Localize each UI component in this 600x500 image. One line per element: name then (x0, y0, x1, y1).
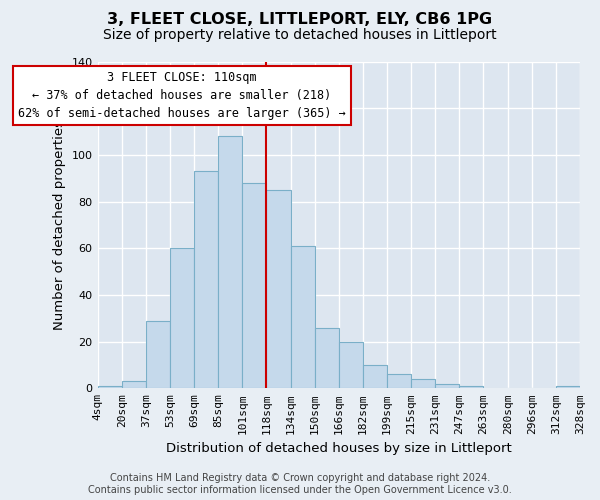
Text: 3, FLEET CLOSE, LITTLEPORT, ELY, CB6 1PG: 3, FLEET CLOSE, LITTLEPORT, ELY, CB6 1PG (107, 12, 493, 28)
Text: Contains HM Land Registry data © Crown copyright and database right 2024.
Contai: Contains HM Land Registry data © Crown c… (88, 474, 512, 495)
Y-axis label: Number of detached properties: Number of detached properties (53, 120, 66, 330)
X-axis label: Distribution of detached houses by size in Littleport: Distribution of detached houses by size … (166, 442, 512, 455)
Bar (97, 386, 122, 388)
Bar (411, 379, 435, 388)
Bar (435, 384, 460, 388)
Text: Size of property relative to detached houses in Littleport: Size of property relative to detached ho… (103, 28, 497, 42)
Text: 3 FLEET CLOSE: 110sqm
← 37% of detached houses are smaller (218)
62% of semi-det: 3 FLEET CLOSE: 110sqm ← 37% of detached … (18, 71, 346, 120)
Bar (460, 386, 484, 388)
Bar (242, 183, 266, 388)
Bar (266, 190, 290, 388)
Bar (194, 171, 218, 388)
Bar (387, 374, 411, 388)
Bar (122, 382, 146, 388)
Bar (363, 365, 387, 388)
Bar (339, 342, 363, 388)
Bar (290, 246, 314, 388)
Bar (218, 136, 242, 388)
Bar (314, 328, 339, 388)
Bar (556, 386, 580, 388)
Bar (170, 248, 194, 388)
Bar (146, 320, 170, 388)
